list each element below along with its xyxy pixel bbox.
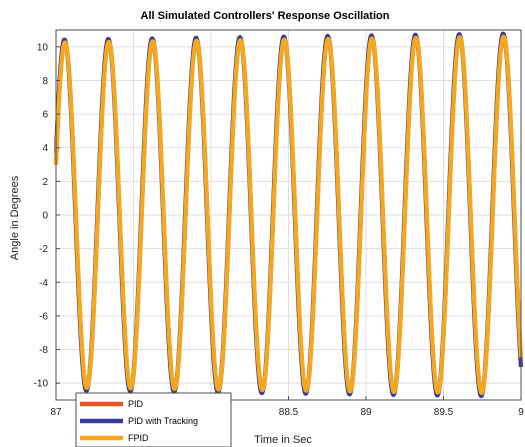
series-layer [53,31,524,399]
y-axis-label: Angle in Degrees [9,175,21,260]
legend-label: PID [128,399,144,409]
legend: PID PID with Tracking FPID [75,392,232,447]
y-tick-label: 6 [42,110,48,121]
tick-labels: 10 8 6 4 2 0 -2 -4 -6 -8 -10 87 88.5 89 89.5 9 [34,42,525,418]
x-tick-label: 89 [360,407,372,418]
x-tick-label: 89.5 [434,407,454,418]
axes [55,29,522,401]
y-tick-label: 8 [42,76,48,87]
y-tick-label: 0 [42,211,48,222]
x-tick-label: 87 [50,407,62,418]
y-tick-label: 4 [42,143,48,154]
legend-label: PID with Tracking [128,416,198,426]
y-tick-label: -2 [39,244,48,255]
series-line [53,34,524,396]
y-tick-label: -8 [39,345,48,356]
x-tick-label: 88.5 [279,407,299,418]
legend-label: FPID [128,433,149,443]
x-tick-label: 9 [518,407,524,418]
y-tick-label: -6 [39,311,48,322]
y-tick-label: 10 [37,42,49,53]
chart-title: All Simulated Controllers' Response Osci… [141,10,390,22]
y-tick-label: -10 [34,379,49,390]
x-axis-label: Time in Sec [254,434,312,446]
y-tick-label: 2 [42,177,48,188]
y-tick-label: -4 [39,278,48,289]
